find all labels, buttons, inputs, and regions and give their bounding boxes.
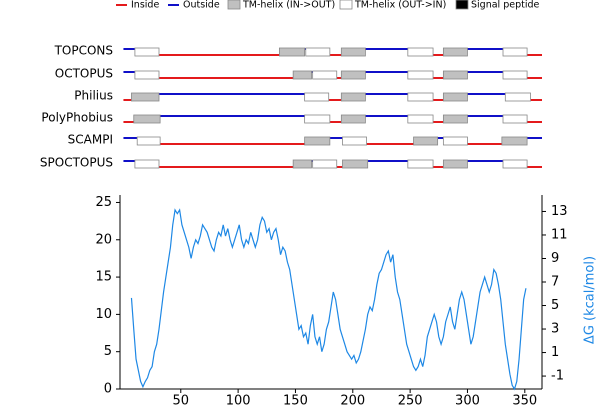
tm-helix (407, 47, 434, 57)
tm-helix (442, 114, 468, 124)
y2-tick-label: 7 (551, 275, 559, 290)
y-tick-label: 15 (95, 270, 112, 285)
y-tick-label: 20 (95, 232, 112, 247)
tm-helix (407, 70, 434, 80)
legend-label: TM-helix (IN->OUT) (242, 0, 335, 11)
track-name: SCAMPI (68, 133, 113, 147)
tm-helix (502, 47, 528, 57)
track-name: SPOCTOPUS (40, 156, 113, 170)
legend-label: Signal peptide (471, 0, 540, 11)
x-tick-label: 250 (398, 394, 423, 409)
x-tick-label: 100 (226, 394, 251, 409)
tm-helix (502, 114, 528, 124)
tm-helix (340, 92, 366, 102)
y2-tick-label: -1 (551, 369, 564, 384)
legend-box (227, 0, 241, 10)
tm-helix (407, 92, 434, 102)
legend-label: Inside (131, 0, 159, 11)
tm-helix (442, 136, 468, 146)
legend-label: Outside (183, 0, 220, 11)
tm-helix (292, 159, 312, 169)
tm-helix (504, 92, 531, 102)
legend-box (455, 0, 469, 10)
y2-tick-label: 3 (551, 322, 559, 337)
track-name: Philius (74, 89, 113, 103)
tm-helix (304, 114, 331, 124)
tm-helix (442, 159, 468, 169)
tm-helix (407, 114, 434, 124)
tm-helix (340, 114, 366, 124)
y2-tick-label: 5 (551, 298, 559, 313)
track-name: TOPCONS (54, 44, 113, 58)
tm-helix (292, 70, 312, 80)
tm-helix (501, 136, 528, 146)
y2-tick-label: 9 (551, 251, 559, 266)
track-name: OCTOPUS (55, 67, 113, 81)
tm-helix (340, 47, 366, 57)
tm-helix (340, 70, 366, 80)
tm-helix (442, 92, 468, 102)
tm-helix (312, 70, 338, 80)
y2-tick-label: 13 (551, 204, 568, 219)
tm-helix (134, 70, 160, 80)
tm-helix (413, 136, 439, 146)
x-tick-label: 150 (283, 394, 308, 409)
y-tick-label: 25 (95, 195, 112, 210)
tm-helix (304, 92, 330, 102)
tm-helix (407, 159, 434, 169)
tm-helix (134, 159, 160, 169)
tm-helix (442, 47, 468, 57)
score-line (130, 208, 527, 391)
tm-helix (305, 47, 331, 57)
tm-helix (312, 159, 338, 169)
x-tick-label: 350 (512, 394, 537, 409)
tm-helix (131, 92, 160, 102)
tm-helix (502, 159, 528, 169)
tm-helix (134, 47, 160, 57)
x-tick-label: 300 (455, 394, 480, 409)
tm-helix (342, 136, 367, 146)
tm-helix (136, 136, 161, 146)
tm-helix (502, 70, 528, 80)
y2-tick-label: 1 (551, 345, 559, 360)
legend-box (339, 0, 353, 10)
tm-helix (278, 47, 306, 57)
x-tick-label: 50 (173, 394, 190, 409)
y-tick-label: 0 (104, 382, 112, 397)
x-tick-label: 200 (340, 394, 365, 409)
y-tick-label: 10 (95, 307, 112, 322)
track-name: PolyPhobius (41, 111, 113, 125)
tm-helix (304, 136, 331, 146)
tm-helix (342, 159, 369, 169)
tm-helix (442, 70, 468, 80)
y2-axis-label: ΔG (kcal/mol) (583, 256, 598, 344)
tm-helix (133, 114, 161, 124)
y2-tick-label: 11 (551, 227, 568, 242)
y-tick-label: 5 (104, 344, 112, 359)
legend-label: TM-helix (OUT->IN) (354, 0, 446, 11)
